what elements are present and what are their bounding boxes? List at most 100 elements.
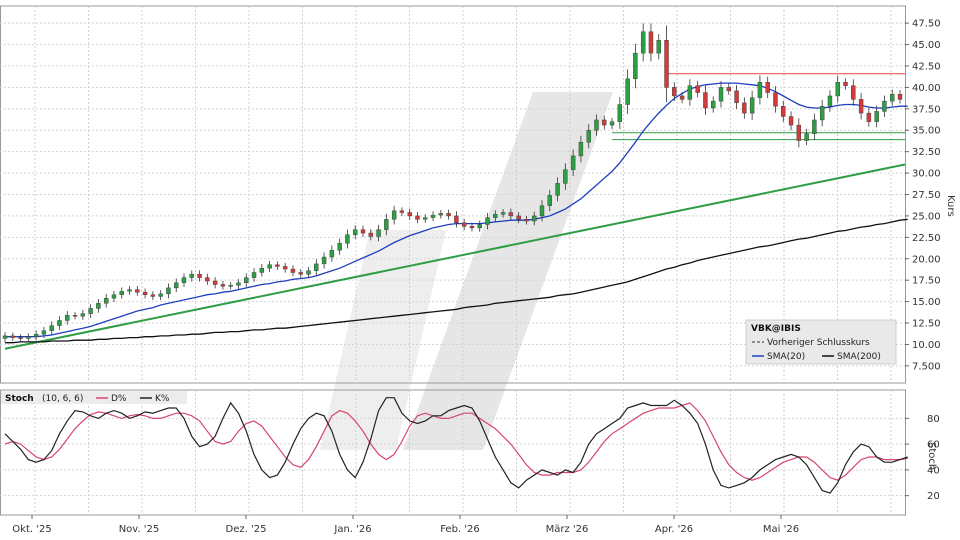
candle-body xyxy=(617,104,623,122)
candle-body xyxy=(415,215,420,220)
y-axis-label: Kurs xyxy=(945,195,956,217)
candle-body xyxy=(749,97,755,114)
candle-body xyxy=(742,102,747,114)
legend-background xyxy=(745,319,897,365)
price-panel: 7.500 10.00 12.50 15.00 17.50 20.00 22.50 25.00… xyxy=(0,5,956,384)
candle-body xyxy=(648,31,654,54)
candle-body xyxy=(851,85,856,100)
stoch-params: (10, 6, 6) xyxy=(42,394,83,404)
candle-body xyxy=(142,291,148,295)
overlay-sma20 xyxy=(5,82,908,338)
x-axis: Okt. '25 Nov. '25 Dez. '25 Jan. '26 Feb. '26… xyxy=(12,515,799,535)
y-tick-label: 25.00 xyxy=(912,211,941,222)
candle-body xyxy=(205,277,210,282)
candle-body xyxy=(337,243,342,251)
candle-body xyxy=(687,85,693,100)
candle-body xyxy=(10,335,15,338)
y-tick-label: 27.50 xyxy=(912,190,941,201)
stoch-panel: 20 40 60 80 Stoch Stoch (10, 6, 6) D% K% xyxy=(0,389,940,516)
candle-body xyxy=(804,133,809,141)
candle-body xyxy=(532,215,537,222)
candle-body xyxy=(586,130,591,143)
candle-body xyxy=(2,335,8,339)
candle-body xyxy=(446,213,451,217)
candle-body xyxy=(290,268,296,273)
candle-body xyxy=(212,280,218,285)
trendline xyxy=(4,163,906,350)
candle-body xyxy=(197,273,202,278)
candle-body xyxy=(547,195,552,206)
candle-body xyxy=(158,293,163,297)
stoch-series-k xyxy=(4,397,908,494)
stoch-title: Stoch xyxy=(5,394,34,404)
candle-body xyxy=(438,213,444,216)
candle-body xyxy=(594,119,599,131)
stoch-header: Stoch (10, 6, 6) D% K% xyxy=(1,391,187,404)
x-tick-label: Feb. '26 xyxy=(440,524,480,535)
candle-body xyxy=(773,92,778,107)
stoch-frame xyxy=(0,389,906,516)
candle-body xyxy=(570,155,576,170)
legend-item-label: Vorheriger Schlusskurs xyxy=(767,338,870,348)
candle-body xyxy=(757,82,763,98)
candle-body xyxy=(703,92,708,109)
overlay-sma200 xyxy=(5,218,908,344)
candle-body xyxy=(726,87,731,92)
candle-body xyxy=(314,263,319,271)
candle-body xyxy=(236,282,241,286)
candle-body xyxy=(796,124,802,141)
y-tick-label: 20 xyxy=(927,491,940,502)
candle-body xyxy=(843,82,848,86)
candle-body xyxy=(329,249,335,258)
candle-body xyxy=(500,212,506,215)
stoch-axis-label: Stoch xyxy=(926,442,937,470)
candle-body xyxy=(189,273,194,278)
candle-body xyxy=(508,212,514,217)
candle-body xyxy=(640,31,646,54)
candle-body xyxy=(625,78,630,105)
candle-body xyxy=(345,234,350,244)
stoch-series-d xyxy=(4,402,908,481)
candle-body xyxy=(166,287,171,295)
candle-body xyxy=(812,119,817,134)
candle-body xyxy=(633,52,638,80)
candle-body xyxy=(181,277,187,283)
y-tick-label: 37.50 xyxy=(912,104,941,115)
candle-body xyxy=(298,272,303,275)
candle-body xyxy=(524,219,529,222)
candle-body xyxy=(819,106,825,121)
candle-body xyxy=(555,183,560,196)
candle-body xyxy=(275,264,280,267)
candle-body xyxy=(26,336,31,339)
candle-body xyxy=(88,308,93,314)
candle-body xyxy=(765,82,770,93)
stoch-header-background xyxy=(1,391,187,404)
candle-body xyxy=(368,232,373,237)
candle-body xyxy=(376,229,381,237)
candle-body xyxy=(679,95,685,100)
candle-body xyxy=(469,226,475,229)
candle-body xyxy=(119,291,124,295)
candle-body xyxy=(858,99,864,114)
y-tick-label: 40 xyxy=(927,465,940,476)
candle-body xyxy=(220,284,226,287)
candle-body xyxy=(477,224,482,229)
candle-body xyxy=(150,294,156,297)
candle-body xyxy=(251,272,257,278)
candle-body xyxy=(391,210,397,220)
candle-body xyxy=(111,294,117,299)
candle-body xyxy=(516,215,521,220)
candle-body xyxy=(228,285,233,287)
candle-body xyxy=(485,217,490,225)
x-tick-label: Nov. '25 xyxy=(119,524,160,535)
candle-body xyxy=(609,121,615,126)
candle-body xyxy=(407,212,412,217)
candle-body xyxy=(306,270,311,275)
candle-body xyxy=(454,215,459,223)
candle-body xyxy=(672,87,677,97)
candle-body xyxy=(384,219,389,230)
x-tick-label: Jan. '26 xyxy=(333,524,371,535)
candle-body xyxy=(788,116,794,126)
candle-body xyxy=(72,315,78,317)
candle-body xyxy=(493,214,498,218)
